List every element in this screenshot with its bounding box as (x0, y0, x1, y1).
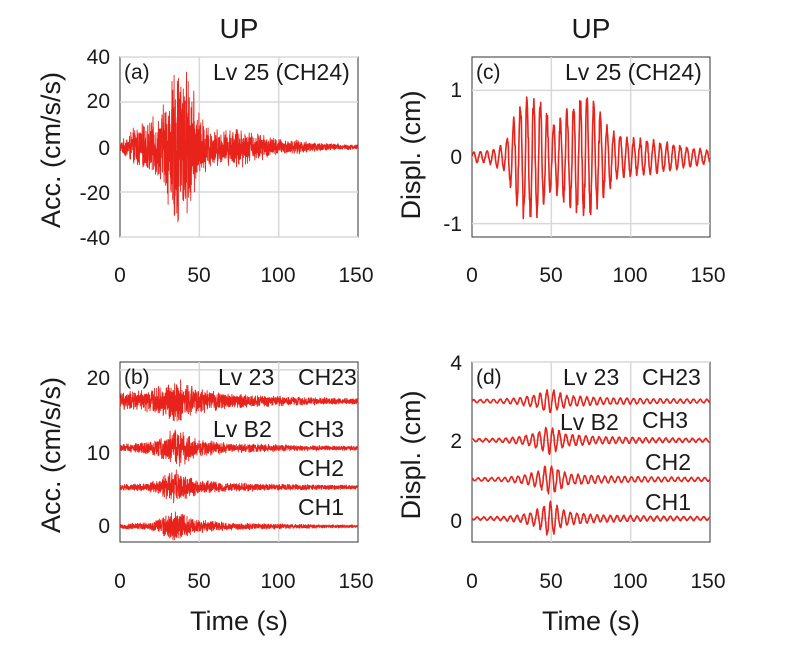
xtick-c-150: 150 (690, 264, 725, 287)
ytick-a-20: 20 (87, 90, 110, 113)
xlabel-b: Time (s) (190, 606, 288, 636)
trace-line-a-main (119, 71, 359, 223)
ytick-d-4: 4 (450, 352, 462, 375)
title-a: UP (220, 13, 259, 44)
traces-d (471, 389, 711, 536)
xtick-b-50: 50 (187, 570, 210, 593)
ytick-b-10: 10 (87, 442, 110, 465)
panel-label-c: (c) (476, 61, 501, 84)
xtick-b-100: 100 (260, 570, 295, 593)
ytick-c-neg1: -1 (443, 213, 462, 236)
trace-line-b-ch23 (119, 379, 359, 422)
trace-line-b-ch1 (119, 511, 359, 541)
panel-label-b: (b) (124, 366, 150, 389)
panel-a: UP (a) Lv 25 (CH24) Acc. (cm/s/s) 40 20 … (36, 13, 374, 287)
trace-line-b-ch2 (119, 469, 359, 504)
trace-line-d-ch23 (471, 389, 711, 414)
ylabel-b: Acc. (cm/s/s) (36, 377, 66, 533)
trace-line-d-ch1 (471, 500, 711, 536)
annotation-d-ch3: CH3 (642, 407, 688, 433)
ylabel-a: Acc. (cm/s/s) (36, 72, 66, 228)
ylabel-c: Displ. (cm) (396, 91, 426, 220)
annotation-b-lv23: Lv 23 (218, 364, 274, 390)
annotation-d-ch1: CH1 (645, 489, 691, 515)
trace-line-d-ch2 (471, 465, 711, 495)
annotation-b-ch1: CH1 (298, 494, 344, 520)
xtick-a-50: 50 (187, 264, 210, 287)
annotation-b-ch23: CH23 (298, 364, 357, 390)
annotation-c-station: Lv 25 (CH24) (565, 59, 702, 85)
trace-line-b-ch3 (119, 429, 359, 467)
ytick-d-2: 2 (450, 430, 462, 453)
xtick-d-100: 100 (612, 570, 647, 593)
panel-label-a: (a) (124, 61, 150, 84)
annotation-d-ch2: CH2 (645, 449, 691, 475)
traces-b (119, 379, 359, 541)
plot-frame-d (471, 361, 711, 543)
panel-label-d: (d) (476, 366, 502, 389)
trace-line-c-main (471, 96, 711, 220)
ytick-a-neg20: -20 (80, 182, 110, 205)
ytick-d-0: 0 (450, 510, 462, 533)
annotation-b-ch2: CH2 (298, 455, 344, 481)
xtick-d-50: 50 (539, 570, 562, 593)
xtick-a-100: 100 (260, 264, 295, 287)
title-c: UP (572, 13, 611, 44)
panel-c: UP (c) Lv 25 (CH24) Displ. (cm) 1 0 -1 0… (396, 13, 726, 287)
xtick-b-0: 0 (114, 570, 126, 593)
ytick-b-20: 20 (87, 367, 110, 390)
xtick-c-0: 0 (466, 264, 478, 287)
annotation-b-ch3: CH3 (298, 416, 344, 442)
xtick-a-0: 0 (114, 264, 126, 287)
ytick-c-1: 1 (450, 79, 462, 102)
trace-line-d-ch3 (471, 426, 711, 456)
annotation-d-lvb2: Lv B2 (560, 409, 619, 435)
annotation-b-lvb2: Lv B2 (213, 416, 272, 442)
ytick-c-0: 0 (450, 146, 462, 169)
annotation-d-lv23: Lv 23 (563, 364, 619, 390)
xtick-d-150: 150 (690, 570, 725, 593)
xtick-a-150: 150 (338, 264, 373, 287)
annotation-a-station: Lv 25 (CH24) (213, 59, 350, 85)
traces-c (471, 96, 711, 220)
xtick-c-50: 50 (539, 264, 562, 287)
xtick-b-150: 150 (338, 570, 373, 593)
ylabel-d: Displ. (cm) (396, 391, 426, 520)
xlabel-d: Time (s) (542, 606, 640, 636)
ytick-a-neg40: -40 (80, 227, 110, 250)
xtick-c-100: 100 (612, 264, 647, 287)
ytick-a-40: 40 (87, 46, 110, 69)
ytick-b-0: 0 (98, 515, 110, 538)
xtick-d-0: 0 (466, 570, 478, 593)
ytick-a-0: 0 (98, 137, 110, 160)
panel-b: (b) Lv 23 CH23 Lv B2 CH3 CH2 CH1 Acc. (c… (36, 361, 374, 636)
annotation-d-ch23: CH23 (642, 364, 701, 390)
panel-d: (d) Lv 23 CH23 Lv B2 CH3 CH2 CH1 Displ. … (396, 352, 726, 636)
traces-a (119, 71, 359, 223)
